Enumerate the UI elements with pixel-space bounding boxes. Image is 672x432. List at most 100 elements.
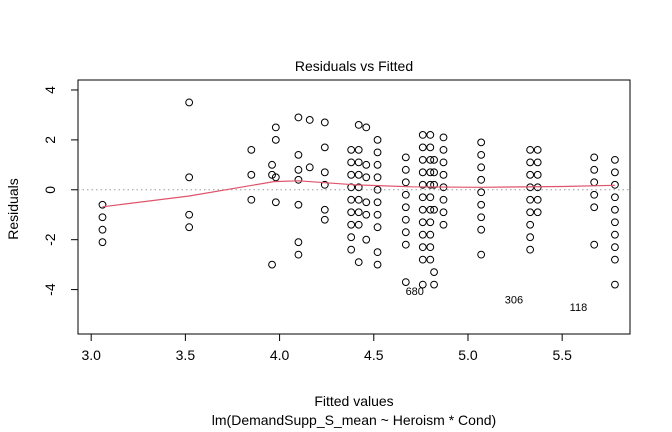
residual-point: [430, 268, 438, 277]
x-tick-label: 3.0: [81, 347, 101, 363]
residual-point: [590, 190, 599, 199]
residual-point: [439, 208, 448, 217]
residual-point: [347, 158, 356, 167]
residual-point: [185, 210, 194, 219]
residual-point: [354, 208, 363, 217]
residual-point: [320, 168, 329, 177]
residual-point: [477, 150, 486, 159]
residual-point: [526, 220, 535, 229]
residual-point: [426, 230, 435, 239]
residual-point: [590, 203, 599, 212]
residual-point: [271, 135, 280, 144]
residual-point: [426, 243, 435, 252]
residual-point: [477, 163, 486, 172]
residual-point: [362, 173, 371, 182]
x-tick-label: 5.0: [458, 347, 478, 363]
residual-point: [294, 150, 303, 159]
lowess-smooth-line: [102, 180, 615, 208]
residual-point: [347, 245, 356, 254]
y-tick-label: 0: [42, 186, 58, 194]
residual-point: [362, 210, 371, 219]
x-tick-label: 4.5: [364, 347, 384, 363]
residual-point: [401, 153, 410, 162]
residual-point: [347, 170, 356, 179]
residual-point: [271, 173, 280, 182]
residual-point: [430, 155, 438, 164]
residual-point: [185, 98, 194, 107]
residual-points: [98, 98, 619, 289]
residual-point: [268, 260, 276, 269]
residual-point: [533, 158, 542, 167]
residual-point: [373, 248, 382, 257]
residual-point: [98, 225, 107, 234]
residual-point: [611, 255, 619, 264]
residual-point: [347, 183, 356, 192]
outlier-label: 118: [570, 302, 588, 314]
residual-point: [418, 230, 427, 239]
residual-point: [418, 155, 427, 164]
residual-point: [373, 223, 382, 232]
residual-point: [354, 220, 363, 229]
residual-point: [526, 233, 535, 242]
residual-point: [477, 225, 486, 234]
residual-point: [247, 145, 256, 154]
residual-point: [590, 165, 599, 174]
residual-point: [477, 213, 486, 222]
residual-point: [611, 205, 619, 214]
residual-point: [354, 183, 363, 192]
residual-point: [439, 133, 448, 142]
residual-point: [430, 280, 438, 289]
residual-point: [611, 193, 619, 202]
outlier-label: 306: [505, 295, 523, 307]
residual-point: [271, 198, 280, 207]
residual-point: [362, 235, 371, 244]
residual-point: [354, 145, 363, 154]
outlier-labels: 680 306 118: [406, 286, 588, 314]
residual-point: [439, 170, 448, 179]
x-tick-label: 4.0: [270, 347, 290, 363]
residual-point: [401, 228, 410, 237]
residual-point: [247, 195, 256, 204]
outlier-label: 680: [406, 286, 424, 298]
residual-point: [320, 180, 329, 189]
residual-point: [305, 116, 314, 124]
residual-point: [477, 200, 486, 209]
residual-point: [271, 123, 280, 132]
residual-point: [185, 223, 194, 232]
residual-point: [373, 148, 382, 157]
residual-point: [98, 200, 107, 209]
residual-point: [526, 170, 535, 179]
residual-point: [320, 143, 329, 152]
residual-point: [401, 190, 410, 199]
residual-point: [611, 230, 619, 239]
residual-point: [477, 138, 486, 147]
residual-point: [98, 238, 107, 247]
residual-point: [418, 218, 427, 227]
residual-point: [373, 210, 382, 219]
residual-point: [418, 243, 427, 252]
residual-point: [430, 205, 438, 214]
residual-point: [418, 130, 427, 139]
plot-area: [77, 79, 631, 335]
residual-point: [426, 205, 435, 214]
residual-point: [439, 145, 448, 154]
residual-point: [526, 208, 535, 217]
residual-point: [611, 280, 619, 289]
residual-point: [294, 113, 303, 122]
residual-point: [401, 178, 410, 187]
residual-point: [426, 143, 435, 152]
residual-point: [247, 170, 256, 179]
residual-point: [294, 238, 303, 247]
residual-point: [418, 168, 427, 177]
residual-point: [418, 143, 427, 152]
residual-point: [611, 168, 619, 177]
residual-point: [526, 145, 535, 154]
residual-point: [354, 195, 363, 204]
residual-point: [426, 255, 435, 264]
residual-point: [426, 130, 435, 139]
residual-point: [590, 153, 599, 162]
residual-point: [426, 180, 435, 189]
residual-point: [439, 158, 448, 167]
residual-point: [426, 193, 435, 202]
residual-point: [533, 170, 542, 179]
